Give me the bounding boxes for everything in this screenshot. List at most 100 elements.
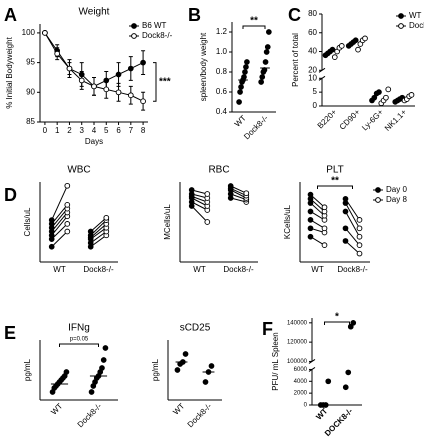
y-axis-label: KCells/uL bbox=[283, 204, 292, 239]
data-point bbox=[208, 363, 215, 369]
x-tick-label: 6 bbox=[116, 126, 121, 135]
x-tick-label: 1 bbox=[55, 126, 60, 135]
data-point bbox=[174, 367, 181, 373]
pair-line bbox=[345, 211, 360, 237]
y-tick-label: 85 bbox=[26, 117, 35, 126]
y-axis-label: pg/mL bbox=[151, 358, 160, 381]
data-point bbox=[103, 214, 110, 221]
data-point bbox=[182, 351, 189, 357]
y-tick-label: 6000 bbox=[294, 367, 308, 373]
chart-title: RBC bbox=[208, 165, 229, 176]
data-point bbox=[237, 89, 243, 95]
data-point bbox=[242, 69, 248, 75]
pair-line bbox=[51, 185, 68, 221]
data-point bbox=[115, 71, 122, 78]
data-point bbox=[356, 242, 363, 249]
data-point bbox=[342, 208, 349, 215]
legend-label: Day 8 bbox=[386, 195, 407, 204]
y-tick-label: 0 bbox=[313, 101, 318, 110]
y-tick-label: 20 bbox=[308, 65, 317, 74]
data-point bbox=[127, 65, 134, 72]
data-point bbox=[102, 345, 109, 351]
data-point bbox=[371, 94, 378, 101]
y-tick-label: 100 bbox=[22, 28, 36, 37]
data-point bbox=[258, 79, 265, 85]
data-point bbox=[188, 187, 195, 193]
data-point bbox=[115, 89, 122, 96]
y-tick-label: 60 bbox=[308, 28, 317, 37]
data-point bbox=[307, 208, 314, 215]
data-point bbox=[325, 378, 332, 385]
pair-line bbox=[345, 240, 360, 254]
data-point bbox=[331, 54, 338, 60]
data-point bbox=[66, 65, 73, 72]
x-tick-label: 2 bbox=[67, 126, 72, 135]
legend-marker bbox=[375, 187, 381, 193]
y-tick-label: 1.0 bbox=[216, 47, 228, 56]
data-point bbox=[266, 29, 272, 35]
legend-label: Dock8-/- bbox=[142, 31, 173, 40]
x-tick-label: 4 bbox=[92, 126, 97, 135]
x-tick-label: Dock8-/- bbox=[76, 401, 104, 429]
x-tick-label: Dock8-/- bbox=[223, 265, 254, 274]
data-point bbox=[241, 74, 247, 80]
data-point bbox=[321, 225, 328, 232]
data-point bbox=[408, 92, 415, 98]
data-point bbox=[322, 402, 329, 408]
data-point bbox=[338, 43, 345, 49]
pair-line bbox=[310, 198, 325, 212]
data-point bbox=[321, 204, 328, 211]
y-tick-label: 0.4 bbox=[216, 107, 228, 116]
data-point bbox=[236, 99, 242, 105]
significance-bracket bbox=[242, 25, 266, 29]
data-point bbox=[54, 50, 61, 57]
data-point bbox=[356, 217, 363, 223]
y-tick-label: 40 bbox=[308, 47, 317, 56]
y-tick-label: 0 bbox=[304, 403, 308, 409]
data-point bbox=[262, 59, 269, 65]
data-point bbox=[48, 243, 55, 250]
significance-label: * bbox=[335, 312, 339, 323]
legend-label: Dock8-/- bbox=[409, 21, 424, 30]
y-axis-label: Percent of total bbox=[291, 33, 300, 87]
data-point bbox=[204, 219, 211, 225]
data-point bbox=[362, 35, 368, 42]
x-tick-label: 0 bbox=[43, 126, 48, 135]
x-tick-label: NK1.1+ bbox=[383, 107, 409, 133]
chart-title: IFNg bbox=[68, 323, 90, 334]
data-point bbox=[307, 225, 314, 232]
significance-label: *** bbox=[159, 77, 171, 88]
significance-bracket bbox=[317, 185, 353, 189]
data-point bbox=[356, 250, 363, 257]
y-tick-label: 140000 bbox=[287, 320, 308, 326]
x-tick-label: WT bbox=[49, 401, 64, 416]
y-tick-label: 90 bbox=[26, 87, 35, 96]
data-point bbox=[383, 94, 389, 101]
data-point bbox=[227, 183, 234, 189]
data-point bbox=[48, 217, 55, 223]
y-axis-label: pg/mL bbox=[23, 358, 32, 381]
data-point bbox=[356, 225, 363, 232]
data-point bbox=[307, 233, 314, 240]
legend-marker bbox=[131, 33, 137, 39]
data-point bbox=[352, 37, 359, 44]
y-axis-label: % Initial Bodyweight bbox=[5, 36, 14, 108]
x-tick-label: Dock8-/- bbox=[242, 113, 270, 141]
significance-bracket bbox=[59, 343, 99, 347]
y-axis-label: Cells/uL bbox=[23, 207, 32, 236]
data-point bbox=[345, 369, 352, 376]
data-point bbox=[99, 365, 105, 371]
x-tick-label: 8 bbox=[141, 126, 146, 135]
data-point bbox=[64, 228, 71, 235]
y-axis-label: MCells/uL bbox=[163, 204, 172, 240]
pair-line bbox=[90, 219, 107, 236]
x-tick-label: 5 bbox=[104, 126, 109, 135]
pair-line bbox=[191, 197, 208, 207]
x-axis-label: Days bbox=[85, 137, 103, 146]
significance-label: p=0.05 bbox=[70, 337, 89, 343]
legend-label: Day 0 bbox=[386, 185, 407, 194]
x-tick-label: Dock8-/- bbox=[186, 401, 214, 429]
data-point bbox=[356, 233, 363, 240]
data-point bbox=[321, 242, 328, 249]
